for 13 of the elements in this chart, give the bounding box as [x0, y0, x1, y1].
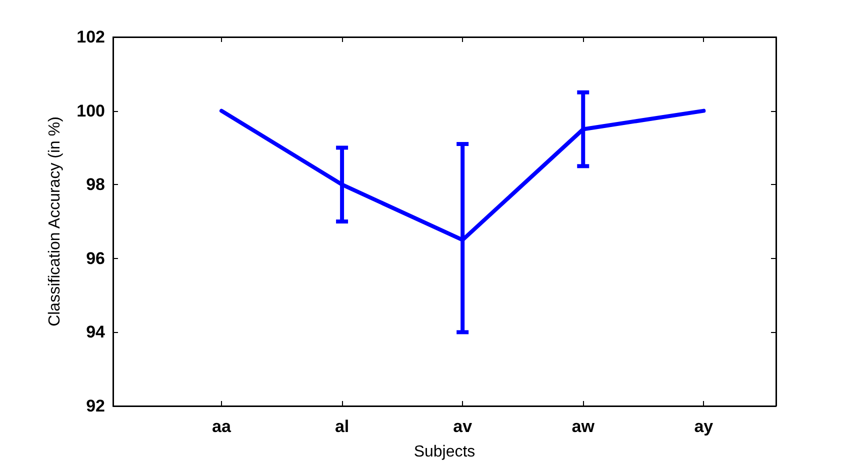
- y-tick-label: 100: [76, 101, 105, 120]
- y-axis-title: Classification Accuracy (in %): [46, 116, 64, 326]
- x-tick-label: al: [334, 417, 350, 436]
- y-tick-label: 102: [76, 28, 105, 46]
- x-tick-label: av: [453, 417, 473, 436]
- y-tick-label: 96: [86, 248, 105, 268]
- y-tick-label: 98: [86, 175, 105, 194]
- x-tick-label: ay: [694, 417, 714, 436]
- x-axis-title: Subjects: [414, 444, 476, 460]
- x-tick-label: aa: [212, 417, 232, 436]
- y-tick-label: 92: [86, 396, 105, 416]
- y-tick-label: 94: [86, 322, 106, 342]
- x-tick-label: aw: [572, 417, 596, 436]
